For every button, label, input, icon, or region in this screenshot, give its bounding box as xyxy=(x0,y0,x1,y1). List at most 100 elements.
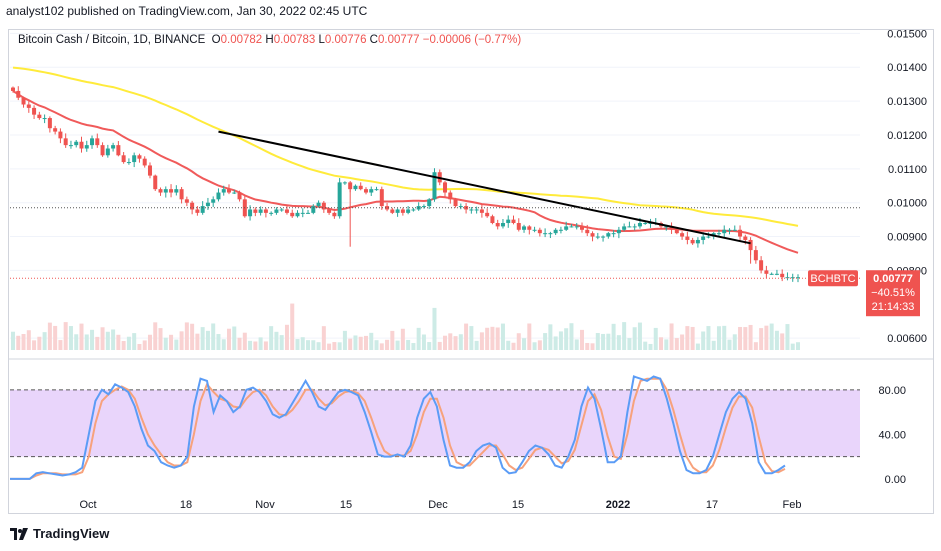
candle[interactable] xyxy=(385,206,390,210)
candle[interactable] xyxy=(279,209,284,211)
candle[interactable] xyxy=(722,229,727,234)
candle[interactable] xyxy=(564,226,569,230)
candle[interactable] xyxy=(205,202,210,207)
candle[interactable] xyxy=(11,87,15,91)
candle[interactable] xyxy=(290,212,295,217)
candle[interactable] xyxy=(153,175,158,190)
candle[interactable] xyxy=(300,212,305,214)
candle[interactable] xyxy=(174,189,179,193)
candle[interactable] xyxy=(58,131,63,139)
candle[interactable] xyxy=(137,155,142,159)
candle[interactable] xyxy=(253,209,258,213)
candle[interactable] xyxy=(411,209,416,211)
tradingview-brand[interactable]: TradingView xyxy=(33,526,110,541)
candle[interactable] xyxy=(785,277,790,279)
candle[interactable] xyxy=(190,202,195,210)
candle[interactable] xyxy=(16,90,21,98)
trendline[interactable] xyxy=(218,130,751,245)
candle[interactable] xyxy=(595,236,600,238)
candle[interactable] xyxy=(500,223,505,227)
candle[interactable] xyxy=(84,145,89,149)
candle[interactable] xyxy=(769,273,774,275)
candle[interactable] xyxy=(53,128,58,132)
candle[interactable] xyxy=(748,239,753,251)
candle[interactable] xyxy=(74,141,79,146)
candle[interactable] xyxy=(79,141,84,149)
candle[interactable] xyxy=(158,189,163,193)
candle[interactable] xyxy=(121,155,126,163)
candle[interactable] xyxy=(284,209,289,213)
candle[interactable] xyxy=(348,182,353,190)
candle[interactable] xyxy=(611,233,616,235)
candle[interactable] xyxy=(90,138,95,146)
candle[interactable] xyxy=(643,223,648,225)
candle[interactable] xyxy=(790,277,795,279)
candle[interactable] xyxy=(585,229,590,234)
candle[interactable] xyxy=(216,192,221,200)
candle[interactable] xyxy=(469,209,474,211)
candle[interactable] xyxy=(648,223,653,225)
candle[interactable] xyxy=(716,233,721,235)
candle[interactable] xyxy=(147,165,152,176)
candle[interactable] xyxy=(195,209,200,213)
candle[interactable] xyxy=(163,189,168,193)
candle[interactable] xyxy=(743,236,748,240)
candle[interactable] xyxy=(685,236,690,240)
candle[interactable] xyxy=(674,229,679,234)
candle[interactable] xyxy=(237,192,242,200)
candle[interactable] xyxy=(327,209,332,213)
candle[interactable] xyxy=(21,97,26,105)
candle[interactable] xyxy=(379,189,384,207)
candle[interactable] xyxy=(527,226,532,230)
candle[interactable] xyxy=(295,212,300,217)
candle[interactable] xyxy=(558,229,563,231)
candle[interactable] xyxy=(695,239,700,244)
candle[interactable] xyxy=(316,202,321,207)
candle[interactable] xyxy=(590,233,595,237)
candle[interactable] xyxy=(390,209,395,213)
candle[interactable] xyxy=(374,189,379,191)
candle[interactable] xyxy=(574,226,579,228)
candle[interactable] xyxy=(432,172,437,200)
candle[interactable] xyxy=(690,239,695,244)
candle[interactable] xyxy=(248,209,253,217)
candle[interactable] xyxy=(132,155,137,163)
candle[interactable] xyxy=(263,209,268,213)
candle[interactable] xyxy=(522,226,527,230)
candle[interactable] xyxy=(274,209,279,213)
candle[interactable] xyxy=(764,270,769,274)
symbol-title[interactable]: Bitcoin Cash / Bitcoin, 1D, BINANCE xyxy=(18,34,206,46)
candle[interactable] xyxy=(184,199,189,203)
candle[interactable] xyxy=(443,182,448,193)
candle[interactable] xyxy=(627,226,632,228)
candle[interactable] xyxy=(369,189,374,193)
candle[interactable] xyxy=(395,209,400,213)
candle[interactable] xyxy=(221,189,226,193)
candle[interactable] xyxy=(311,206,316,213)
candle[interactable] xyxy=(427,199,432,207)
candle[interactable] xyxy=(738,229,743,237)
candle[interactable] xyxy=(406,209,411,213)
candle[interactable] xyxy=(100,145,105,156)
candle[interactable] xyxy=(358,185,363,190)
candle[interactable] xyxy=(516,223,521,230)
candle[interactable] xyxy=(543,233,548,235)
candle[interactable] xyxy=(68,145,73,147)
candle[interactable] xyxy=(105,148,110,156)
candle[interactable] xyxy=(669,226,674,230)
candle[interactable] xyxy=(701,236,706,240)
candle[interactable] xyxy=(306,212,311,214)
candle[interactable] xyxy=(363,189,368,193)
candle[interactable] xyxy=(532,229,537,231)
candle[interactable] xyxy=(342,182,347,184)
candle[interactable] xyxy=(448,192,453,200)
candle[interactable] xyxy=(453,199,458,207)
candle[interactable] xyxy=(269,212,274,214)
candle[interactable] xyxy=(796,277,800,279)
candle[interactable] xyxy=(753,250,758,261)
candle[interactable] xyxy=(142,158,147,166)
candle[interactable] xyxy=(622,226,627,230)
candle[interactable] xyxy=(664,226,669,228)
candle[interactable] xyxy=(706,236,711,238)
candle[interactable] xyxy=(421,206,426,208)
